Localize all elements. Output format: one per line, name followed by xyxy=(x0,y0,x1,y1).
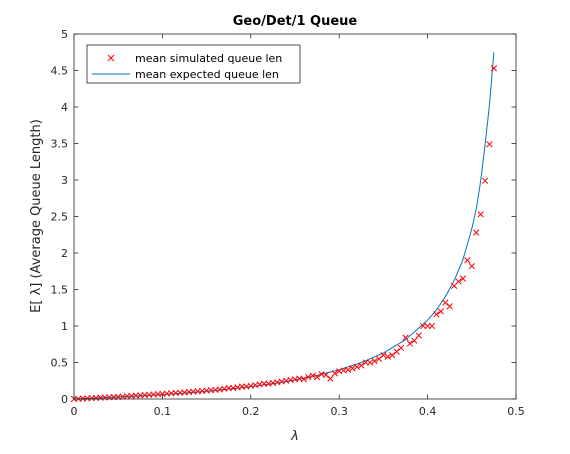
data-point-simulated xyxy=(393,348,400,355)
data-point-simulated xyxy=(442,299,449,306)
data-point-simulated xyxy=(375,355,383,363)
legend-label-simulated: mean simulated queue len xyxy=(135,52,282,65)
data-point-simulated xyxy=(437,308,445,315)
data-point-simulated xyxy=(322,371,330,379)
data-point-simulated xyxy=(305,373,312,381)
data-point-simulated xyxy=(349,365,356,372)
x-tick-label: 0.4 xyxy=(419,405,437,418)
y-tick-label: 1 xyxy=(61,320,68,333)
data-point-simulated xyxy=(486,141,493,148)
y-axis-label: E[ λ] (Average Queue Length) xyxy=(29,119,44,313)
legend-box xyxy=(86,44,301,84)
data-point-simulated xyxy=(428,322,436,330)
y-tick-label: 4.5 xyxy=(51,65,69,78)
x-tick-label: 0.5 xyxy=(507,405,525,418)
data-point-simulated xyxy=(446,303,453,310)
data-point-simulated xyxy=(313,373,321,381)
chart-title: Geo/Det/1 Queue xyxy=(233,14,358,29)
data-point-simulated xyxy=(433,311,440,318)
y-tick-label: 4 xyxy=(61,101,68,114)
simulated-series-group xyxy=(70,65,498,403)
data-point-simulated xyxy=(411,337,418,344)
data-point-simulated xyxy=(371,357,378,365)
data-point-simulated xyxy=(455,278,462,285)
legend: mean simulated queue len mean expected q… xyxy=(86,44,301,84)
data-point-simulated xyxy=(344,366,352,373)
data-point-simulated xyxy=(384,353,391,360)
plot-frame xyxy=(73,33,517,400)
data-point-simulated xyxy=(481,177,489,184)
x-tick-label: 0.2 xyxy=(242,405,260,418)
axes: 0 0.1 0.2 0.3 0.4 0.5 0 0.5 1 1.5 2 2.5 3 3.5 4 4.5 5 xyxy=(51,28,525,418)
data-point-simulated xyxy=(459,275,467,282)
data-point-simulated xyxy=(464,257,471,264)
data-point-simulated xyxy=(358,362,365,369)
data-point-simulated xyxy=(309,372,316,379)
x-tick-label: 0.1 xyxy=(154,405,172,418)
data-point-simulated xyxy=(406,340,414,347)
x-tick-label: 0 xyxy=(71,405,78,418)
data-point-simulated xyxy=(380,352,387,359)
y-tick-label: 0 xyxy=(61,393,68,406)
data-point-simulated xyxy=(389,352,396,359)
data-point-simulated xyxy=(397,344,405,352)
y-tick-label: 1.5 xyxy=(51,284,69,297)
legend-marker-x xyxy=(107,54,115,62)
x-axis-label: λ xyxy=(290,429,299,444)
data-point-simulated xyxy=(402,334,409,341)
y-tick-label: 0.5 xyxy=(51,357,69,370)
data-point-simulated xyxy=(366,359,374,366)
x-tick-label: 0.3 xyxy=(330,405,348,418)
y-tick-label: 2.5 xyxy=(51,211,69,224)
data-point-simulated xyxy=(477,211,484,218)
plot-background xyxy=(74,34,516,399)
y-tick-label: 3 xyxy=(61,174,68,187)
data-point-simulated xyxy=(415,332,422,339)
data-point-simulated xyxy=(473,229,480,236)
data-point-simulated xyxy=(331,370,338,377)
y-tick-label: 5 xyxy=(61,28,68,41)
legend-label-expected: mean expected queue len xyxy=(135,68,279,81)
data-point-simulated xyxy=(327,375,334,382)
y-tick-label: 2 xyxy=(61,247,68,260)
data-point-simulated xyxy=(468,262,475,270)
data-point-simulated xyxy=(490,65,498,72)
y-tick-label: 3.5 xyxy=(51,138,69,151)
data-point-simulated xyxy=(353,363,361,371)
data-point-simulated xyxy=(300,376,307,383)
